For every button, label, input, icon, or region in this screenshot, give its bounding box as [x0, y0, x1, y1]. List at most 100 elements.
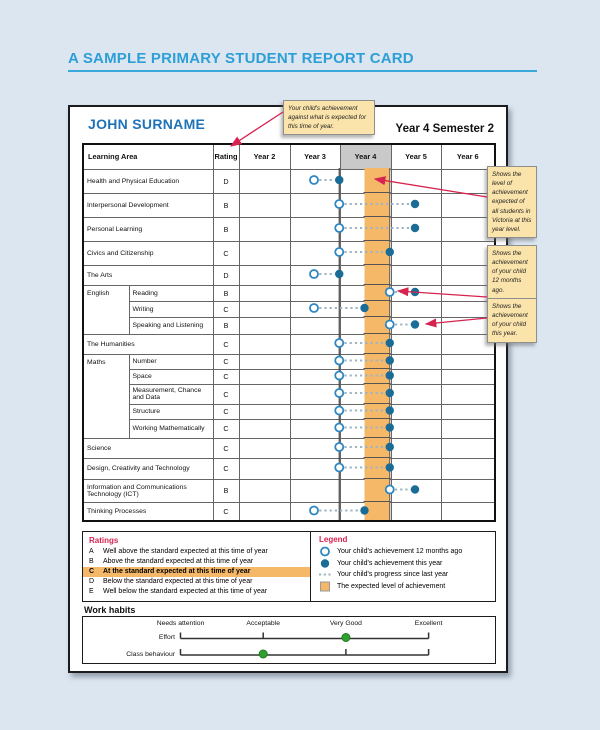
rating-value: C: [212, 368, 240, 385]
learning-area-label: Civics and Citizenship: [82, 240, 214, 266]
ratings-list: A Well above the standard expected at thi…: [83, 547, 310, 597]
year-cell: [289, 368, 341, 385]
year-cell: [440, 383, 496, 405]
table-row: Working Mathematically C: [83, 418, 496, 439]
year-cell: [289, 353, 341, 370]
year-cell: [238, 437, 291, 459]
work-row-label: Effort: [158, 634, 175, 641]
year-cell: [390, 418, 442, 439]
year-cell: [440, 368, 496, 385]
rating-value: C: [212, 383, 240, 405]
legend-text: Your child's achievement this year: [337, 559, 443, 567]
year-cell: [289, 168, 341, 194]
year-cell: [339, 478, 392, 503]
learning-area-label: Structure: [128, 403, 214, 420]
year-cell: [238, 383, 291, 405]
ratings-section: Ratings A Well above the standard expecte…: [83, 532, 310, 601]
rating-description: Well above the standard expected at this…: [103, 548, 268, 555]
learning-area-label: Working Mathematically: [128, 418, 214, 439]
table-row: Science C: [82, 437, 496, 459]
callout-expected-level: Shows the level of achievement expected …: [487, 166, 537, 238]
rating-description: Below the standard expected at this time…: [103, 578, 253, 585]
work-rating-dot: [258, 649, 268, 659]
column-header: Year 2: [238, 143, 291, 170]
table-row: Measurement, Chance and Data C: [83, 383, 496, 405]
rating-key-row: D Below the standard expected at this tim…: [83, 577, 310, 587]
rating-description: At the standard expected at this time of…: [103, 568, 251, 575]
learning-area-label: Information and Communications Technolog…: [82, 478, 214, 503]
table-row: Structure C: [83, 403, 496, 420]
callout-this-year: Shows the achievement of your child this…: [487, 298, 537, 343]
year-cell: [390, 168, 442, 194]
year-cell: [339, 240, 392, 266]
learning-area-label: Health and Physical Education: [82, 168, 214, 194]
year-cell: [238, 192, 291, 218]
work-scale-label: Acceptable: [246, 620, 281, 627]
ratings-title: Ratings: [89, 536, 119, 545]
ratings-legend-box: Ratings A Well above the standard expecte…: [82, 531, 496, 602]
table-row: Civics and Citizenship C: [82, 240, 496, 266]
year-cell: [238, 501, 291, 522]
rating-value: C: [212, 418, 240, 439]
learning-area-label: Thinking Processes: [82, 501, 214, 522]
year-cell: [339, 264, 392, 286]
legend-item: The expected level of achievement: [319, 581, 495, 593]
rating-key-row: A Well above the standard expected at thi…: [83, 547, 310, 557]
year-cell: [238, 264, 291, 286]
table-row: Speaking and Listening B: [83, 316, 496, 335]
learning-area-label: Design, Creativity and Technology: [82, 457, 214, 480]
rating-value: B: [212, 216, 240, 242]
work-habits-scales: [179, 632, 430, 659]
year-cell: [289, 216, 341, 242]
work-habits-box: Needs attention Acceptable Very Good Excell…: [82, 616, 496, 664]
legend-item: Your child's progress since last year: [319, 569, 495, 581]
year-cell: [339, 353, 392, 370]
work-row-label: Class behaviour: [126, 650, 175, 658]
year-cell: [390, 284, 442, 302]
year-cell: [289, 418, 341, 439]
rating-value: B: [212, 478, 240, 503]
year-cell: [289, 403, 341, 420]
year-cell: [339, 501, 392, 522]
learning-area-label: Personal Learning: [82, 216, 214, 242]
year-cell: [390, 353, 442, 370]
table-row: Interpersonal Development B: [82, 192, 496, 218]
rating-code: C: [89, 568, 95, 575]
table-row: English Reading B: [82, 284, 496, 335]
year-cell: [238, 333, 291, 355]
year-cell: [339, 368, 392, 385]
legend-title: Legend: [319, 535, 348, 544]
header-row: Learning Area Rating Year 2 Year 3 Year 4 Yea…: [82, 143, 496, 170]
year-cell: [339, 192, 392, 218]
learning-area-label: Reading: [128, 284, 214, 302]
table-row: Thinking Processes C: [82, 501, 496, 522]
table-row: Writing C: [83, 300, 496, 318]
rating-code: D: [89, 578, 95, 585]
learning-area-label: Space: [128, 368, 214, 385]
rating-value: C: [212, 457, 240, 480]
learning-area-label: The Arts: [82, 264, 214, 286]
year-cell: [339, 333, 392, 355]
legend-list: Your child's achievement 12 months ago Yo…: [319, 546, 495, 592]
year-cell: [238, 457, 291, 480]
rating-value: C: [212, 437, 240, 459]
table-body: Health and Physical Education D Interperso…: [82, 168, 496, 522]
year-cell: [390, 478, 442, 503]
year-cell: [390, 264, 442, 286]
table-row: Space C: [83, 368, 496, 385]
rating-value: C: [212, 333, 240, 355]
year-cell: [440, 457, 496, 480]
year-cell: [339, 383, 392, 405]
year-cell: [390, 300, 442, 318]
year-cell: [390, 240, 442, 266]
rating-value: C: [212, 501, 240, 522]
year-cell: [289, 437, 341, 459]
year-cell: [440, 418, 496, 439]
year-cell: [390, 316, 442, 335]
year-cell: [390, 437, 442, 459]
open-circle-icon: [319, 546, 337, 557]
work-scale-label: Needs attention: [156, 620, 205, 627]
learning-area-label: Interpersonal Development: [82, 192, 214, 218]
column-header: Rating: [212, 143, 240, 170]
